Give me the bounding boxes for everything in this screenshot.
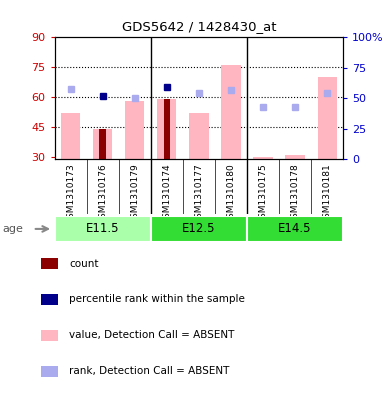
Text: age: age	[2, 224, 23, 234]
Text: GSM1310177: GSM1310177	[194, 163, 204, 224]
Text: E14.5: E14.5	[278, 222, 312, 235]
Bar	[189, 113, 209, 159]
Bar	[285, 155, 305, 159]
Bar	[222, 65, 241, 159]
Bar	[317, 77, 337, 159]
Text: GSM1310179: GSM1310179	[130, 163, 139, 224]
Bar	[55, 216, 151, 242]
Text: value, Detection Call = ABSENT: value, Detection Call = ABSENT	[69, 330, 234, 340]
Bar	[41, 258, 58, 269]
Bar	[164, 99, 170, 159]
Bar	[41, 366, 58, 376]
Text: E11.5: E11.5	[86, 222, 119, 235]
Text: GSM1310174: GSM1310174	[162, 163, 171, 224]
Text: GSM1310175: GSM1310175	[259, 163, 268, 224]
Bar	[151, 216, 247, 242]
Bar	[247, 216, 343, 242]
Text: GSM1310173: GSM1310173	[66, 163, 75, 224]
Text: E12.5: E12.5	[182, 222, 216, 235]
Bar	[125, 101, 144, 159]
Text: GSM1310181: GSM1310181	[323, 163, 332, 224]
Bar	[93, 129, 112, 159]
Text: GDS5642 / 1428430_at: GDS5642 / 1428430_at	[122, 20, 276, 33]
Bar	[41, 330, 58, 341]
Bar	[61, 113, 80, 159]
Text: GSM1310180: GSM1310180	[227, 163, 236, 224]
Text: GSM1310178: GSM1310178	[291, 163, 300, 224]
Bar	[254, 157, 273, 159]
Bar	[41, 294, 58, 305]
Text: rank, Detection Call = ABSENT: rank, Detection Call = ABSENT	[69, 366, 229, 376]
Text: GSM1310176: GSM1310176	[98, 163, 107, 224]
Bar	[157, 99, 176, 159]
Text: percentile rank within the sample: percentile rank within the sample	[69, 294, 245, 305]
Text: count: count	[69, 259, 99, 268]
Bar	[99, 129, 106, 159]
